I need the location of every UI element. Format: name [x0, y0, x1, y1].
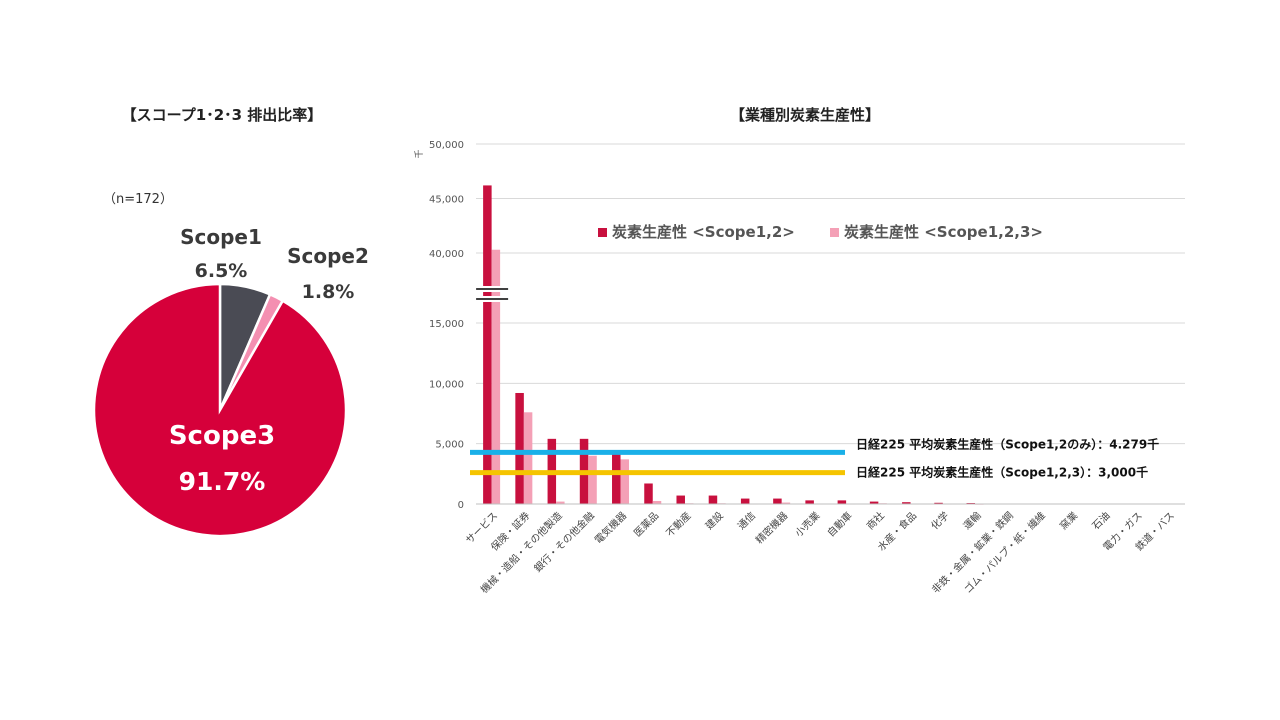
bar-scope12-6 [676, 495, 685, 504]
bar-scope123-4 [620, 459, 630, 504]
x-tick-label: 建設 [702, 509, 725, 532]
pie-value-scope1: 6.5% [195, 260, 248, 282]
legend-swatch-2 [830, 228, 839, 237]
bar-scope12-10 [805, 500, 814, 504]
pie-chart-title: 【スコープ1･2･3 排出比率】 [121, 106, 323, 124]
y-tick-label: 10,000 [429, 379, 464, 390]
bar-scope12-9 [773, 498, 782, 504]
y-tick-label: 15,000 [429, 319, 464, 330]
pie-value-scope3: 91.7% [179, 467, 266, 496]
x-tick-label: 電気機器 [592, 509, 629, 546]
y-tick-label: 45,000 [429, 195, 464, 206]
pie-chart: Scope1 6.5% Scope2 1.8% Scope3 91.7% [92, 225, 369, 538]
bar-scope123-1 [523, 412, 533, 504]
pie-label-scope3: Scope3 [169, 421, 275, 451]
bar-scope12-5 [644, 483, 653, 504]
legend-label-2: 炭素生産性 <Scope1,2,3> [844, 223, 1043, 241]
legend-swatch-1 [598, 228, 607, 237]
x-tick-label: 不動産 [663, 509, 693, 539]
x-tick-label: 小売業 [792, 509, 822, 539]
reference-label-1: 日経225 平均炭素生産性（Scope1,2のみ）：4.279千 [856, 436, 1159, 451]
x-tick-label: 運輸 [960, 509, 983, 532]
bar-chart: 0 5,000 10,000 15,000 40,000 45,000 50,000 千日経2… [414, 140, 1185, 596]
bar-scope12-14 [934, 502, 943, 504]
y-tick-label: 0 [458, 500, 464, 511]
bar-scope123-2 [556, 501, 565, 504]
x-tick-label: 銀行・その他金融 [531, 509, 597, 575]
x-tick-label: 通信 [735, 510, 758, 533]
bar-scope12-0 [483, 185, 492, 505]
bar-scope12-12 [869, 501, 879, 504]
x-tick-label: 石油 [1089, 509, 1112, 532]
y-tick-label: 40,000 [429, 249, 464, 260]
bar-scope123-9 [781, 502, 791, 504]
x-tick-label: 商社 [864, 509, 887, 532]
bar-scope123-5 [652, 500, 662, 504]
y-tick-label: 5,000 [435, 440, 464, 451]
pie-value-scope2: 1.8% [302, 281, 355, 303]
bar-scope12-7 [708, 495, 718, 504]
reference-label-2: 日経225 平均炭素生産性（Scope1,2,3）：3,000千 [856, 465, 1148, 480]
pie-label-scope1: Scope1 [180, 225, 262, 249]
x-tick-label: 精密機器 [753, 509, 790, 546]
legend-label-1: 炭素生産性 <Scope1,2> [612, 223, 795, 241]
x-tick-label: 化学 [928, 509, 951, 532]
bar-scope12-4 [612, 450, 621, 504]
bar-scope123-0 [491, 249, 501, 504]
y-tick-label: 50,000 [429, 140, 464, 151]
x-tick-label: 医薬品 [632, 510, 662, 540]
y-unit-label: 千 [414, 149, 425, 158]
bar-scope12-13 [902, 502, 911, 504]
sample-size-note: （n=172） [103, 192, 173, 207]
bar-scope123-3 [588, 455, 597, 504]
bar-chart-title: 【業種別炭素生産性】 [729, 106, 880, 124]
pie-label-scope2: Scope2 [287, 244, 369, 268]
bar-scope12-1 [515, 392, 524, 504]
bar-scope12-8 [740, 498, 750, 504]
pie-slice-scope3 [92, 282, 348, 538]
bar-scope12-11 [837, 500, 847, 504]
x-tick-label: 自動車 [824, 509, 854, 539]
x-tick-label: 窯業 [1057, 509, 1080, 532]
